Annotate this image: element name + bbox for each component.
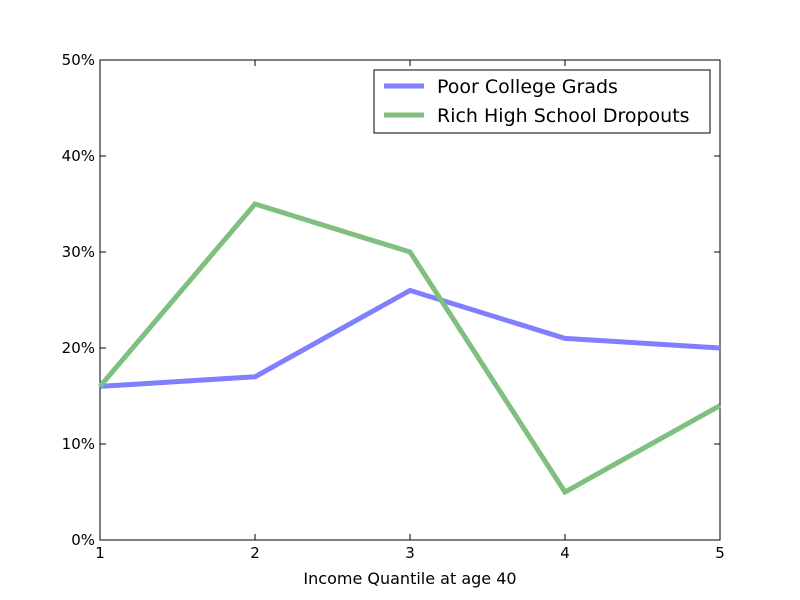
- legend-box: [373, 69, 711, 134]
- axis-tick-labels: 1 2 3 4 50%10%20%30%40%50%: [62, 51, 725, 562]
- legend: Poor College Grads Rich High School Dropo…: [373, 69, 711, 134]
- y-tick-label: 10%: [62, 435, 95, 453]
- y-tick-label: 30%: [62, 243, 95, 261]
- x-axis-title: Income Quantile at age 40: [303, 569, 516, 588]
- x-tick-label: 3: [405, 544, 415, 562]
- x-tick-label: 1: [95, 544, 105, 562]
- legend-label: Poor College Grads: [437, 76, 618, 98]
- y-tick-label: 40%: [62, 147, 95, 165]
- axis-ticks: [99, 59, 721, 541]
- series-lines: [98, 201, 722, 496]
- x-tick-label: 2: [250, 544, 260, 562]
- series-line-poor-college-grads: [99, 287, 721, 389]
- x-tick-label: 5: [715, 544, 725, 562]
- y-tick-label: 0%: [71, 531, 95, 549]
- series-line-rich-high-school-dropouts: [98, 201, 722, 496]
- legend-label: Rich High School Dropouts: [437, 105, 690, 127]
- y-tick-label: 50%: [62, 51, 95, 69]
- x-tick-label: 4: [560, 544, 570, 562]
- y-tick-label: 20%: [62, 339, 95, 357]
